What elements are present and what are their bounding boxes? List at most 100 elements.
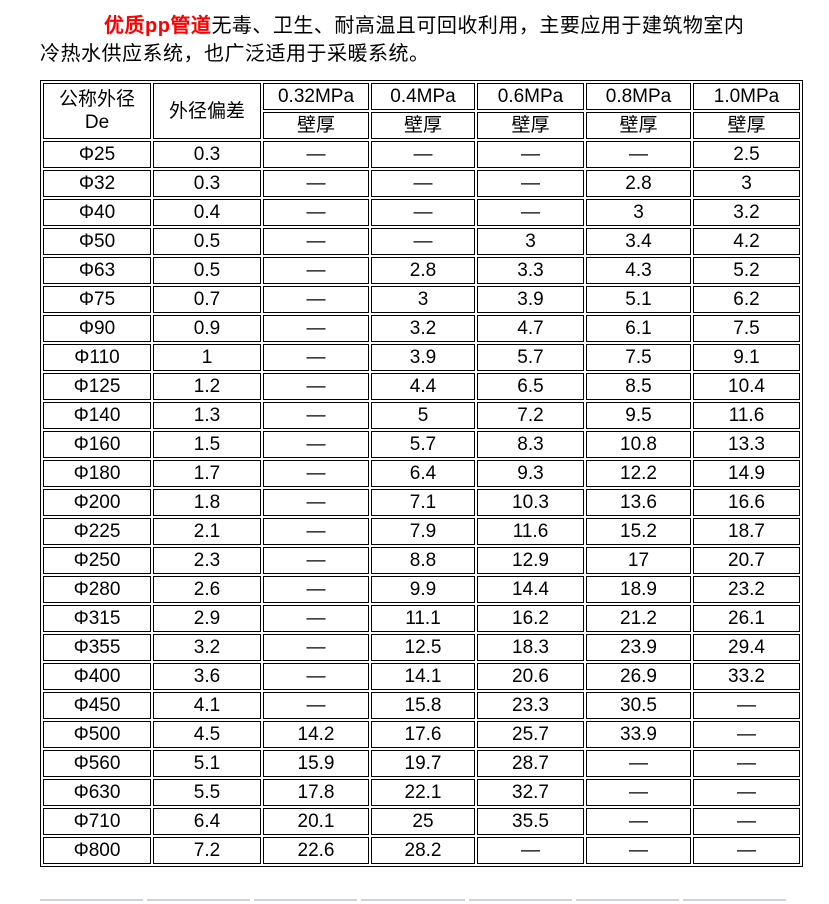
thickness-cell: 14.2 [263, 721, 369, 748]
thickness-cell: — [477, 199, 584, 226]
thickness-cell: 15.9 [263, 750, 369, 777]
diameter-cell: Φ63 [43, 257, 151, 284]
table-row: Φ75 0.7—3 3.9 5.1 6.2 [43, 286, 800, 313]
second-table-border-segment [147, 899, 251, 904]
thickness-cell: — [693, 721, 800, 748]
table-row: Φ200 1.8—7.1 10.3 13.6 16.6 [43, 489, 800, 516]
table-row: Φ450 4.1—15.8 23.3 30.5— [43, 692, 800, 719]
thickness-cell: 9.1 [693, 344, 800, 371]
thickness-cell: 3 [371, 286, 475, 313]
thickness-cell: 20.7 [693, 547, 800, 574]
thickness-cell: 5.2 [693, 257, 800, 284]
thickness-cell: 7.5 [586, 344, 691, 371]
diameter-cell: Φ160 [43, 431, 151, 458]
second-table-border-segment [254, 899, 358, 904]
diameter-cell: Φ225 [43, 518, 151, 545]
thickness-cell: 29.4 [693, 634, 800, 661]
thickness-cell: 4.2 [693, 228, 800, 255]
diameter-cell: Φ450 [43, 692, 151, 719]
thickness-cell: 9.9 [371, 576, 475, 603]
thickness-cell: 23.3 [477, 692, 584, 719]
diameter-cell: Φ25 [43, 141, 151, 168]
table-row: Φ140 1.3—5 7.2 9.5 11.6 [43, 402, 800, 429]
thickness-cell: 35.5 [477, 808, 584, 835]
pressure-header-cell: 0.32MPa [263, 83, 369, 110]
deviation-cell: 1.2 [153, 373, 261, 400]
thickness-cell: — [477, 141, 584, 168]
diameter-cell: Φ90 [43, 315, 151, 342]
deviation-cell: 1.8 [153, 489, 261, 516]
deviation-cell: 2.3 [153, 547, 261, 574]
thickness-cell: 11.6 [693, 402, 800, 429]
pressure-header-cell: 0.6MPa [477, 83, 584, 110]
thickness-cell: 17.8 [263, 779, 369, 806]
thickness-cell: 28.7 [477, 750, 584, 777]
table-row: Φ315 2.9—11.1 16.2 21.2 26.1 [43, 605, 800, 632]
thickness-cell: 3 [477, 228, 584, 255]
thickness-cell: — [477, 837, 584, 864]
thickness-cell: 4.4 [371, 373, 475, 400]
thickness-cell: 3 [693, 170, 800, 197]
thickness-cell: — [693, 692, 800, 719]
diameter-cell: Φ125 [43, 373, 151, 400]
thickness-cell: 7.2 [477, 402, 584, 429]
thickness-cell: 5.1 [586, 286, 691, 313]
thickness-cell: 12.2 [586, 460, 691, 487]
thickness-cell: — [693, 837, 800, 864]
spec-table-body: Φ25 0.3— — — —2.5 Φ32 0.3— — —2.8 3 Φ40 0.4— — —3 3.2 Φ… [43, 141, 800, 864]
wall-thickness-header-cell: 壁厚 [693, 112, 800, 139]
second-table-border-segment [468, 899, 572, 904]
table-row: Φ630 5.5 17.8 22.1 32.7— — [43, 779, 800, 806]
thickness-cell: — [263, 547, 369, 574]
thickness-cell: 32.7 [477, 779, 584, 806]
thickness-cell: — [263, 141, 369, 168]
thickness-cell: 28.2 [371, 837, 475, 864]
header-row-1: 公称外径 De 外径偏差 0.32MPa 0.4MPa 0.6MPa 0.8MPa 1.0… [43, 83, 800, 139]
thickness-cell: 12.9 [477, 547, 584, 574]
thickness-cell: — [263, 257, 369, 284]
thickness-cell: — [586, 808, 691, 835]
thickness-cell: — [586, 141, 691, 168]
thickness-cell: 8.5 [586, 373, 691, 400]
thickness-cell: 14.9 [693, 460, 800, 487]
thickness-cell: 14.1 [371, 663, 475, 690]
second-table-border-segment [361, 899, 465, 904]
thickness-cell: — [263, 286, 369, 313]
thickness-cell: 3 [586, 199, 691, 226]
deviation-cell: 5.5 [153, 779, 261, 806]
deviation-cell: 2.6 [153, 576, 261, 603]
thickness-cell: — [371, 170, 475, 197]
diameter-cell: Φ315 [43, 605, 151, 632]
thickness-cell: — [693, 808, 800, 835]
diameter-cell: Φ40 [43, 199, 151, 226]
diameter-header-line2: De [84, 112, 110, 133]
thickness-cell: 10.4 [693, 373, 800, 400]
thickness-cell: 6.4 [371, 460, 475, 487]
thickness-cell: — [693, 779, 800, 806]
deviation-cell: 0.3 [153, 141, 261, 168]
diameter-cell: Φ250 [43, 547, 151, 574]
table-row: Φ180 1.7—6.4 9.3 12.2 14.9 [43, 460, 800, 487]
table-row: Φ32 0.3— — —2.8 3 [43, 170, 800, 197]
deviation-cell: 2.1 [153, 518, 261, 545]
thickness-cell: 5.7 [477, 344, 584, 371]
deviation-cell: 4.1 [153, 692, 261, 719]
intro-paragraph: 优质pp管道无毒、卫生、耐高温且可回收利用，主要应用于建筑物室内 冷热水供应系统，… [40, 12, 790, 68]
thickness-cell: 7.5 [693, 315, 800, 342]
pressure-header-cell: 0.4MPa [371, 83, 475, 110]
thickness-cell: 9.5 [586, 402, 691, 429]
thickness-cell: 8.3 [477, 431, 584, 458]
table-row: Φ710 6.4 20.1 25 35.5— — [43, 808, 800, 835]
second-table-top-border [40, 899, 786, 904]
thickness-cell: 18.7 [693, 518, 800, 545]
thickness-cell: 6.2 [693, 286, 800, 313]
table-row: Φ25 0.3— — — —2.5 [43, 141, 800, 168]
deviation-header-cell: 外径偏差 [153, 83, 261, 139]
deviation-cell: 1.3 [153, 402, 261, 429]
thickness-cell: 2.8 [586, 170, 691, 197]
thickness-cell: — [263, 228, 369, 255]
thickness-cell: — [263, 170, 369, 197]
table-row: Φ50 0.5— —3 3.4 4.2 [43, 228, 800, 255]
pressure-header-cell: 1.0MPa [693, 83, 800, 110]
thickness-cell: 25 [371, 808, 475, 835]
